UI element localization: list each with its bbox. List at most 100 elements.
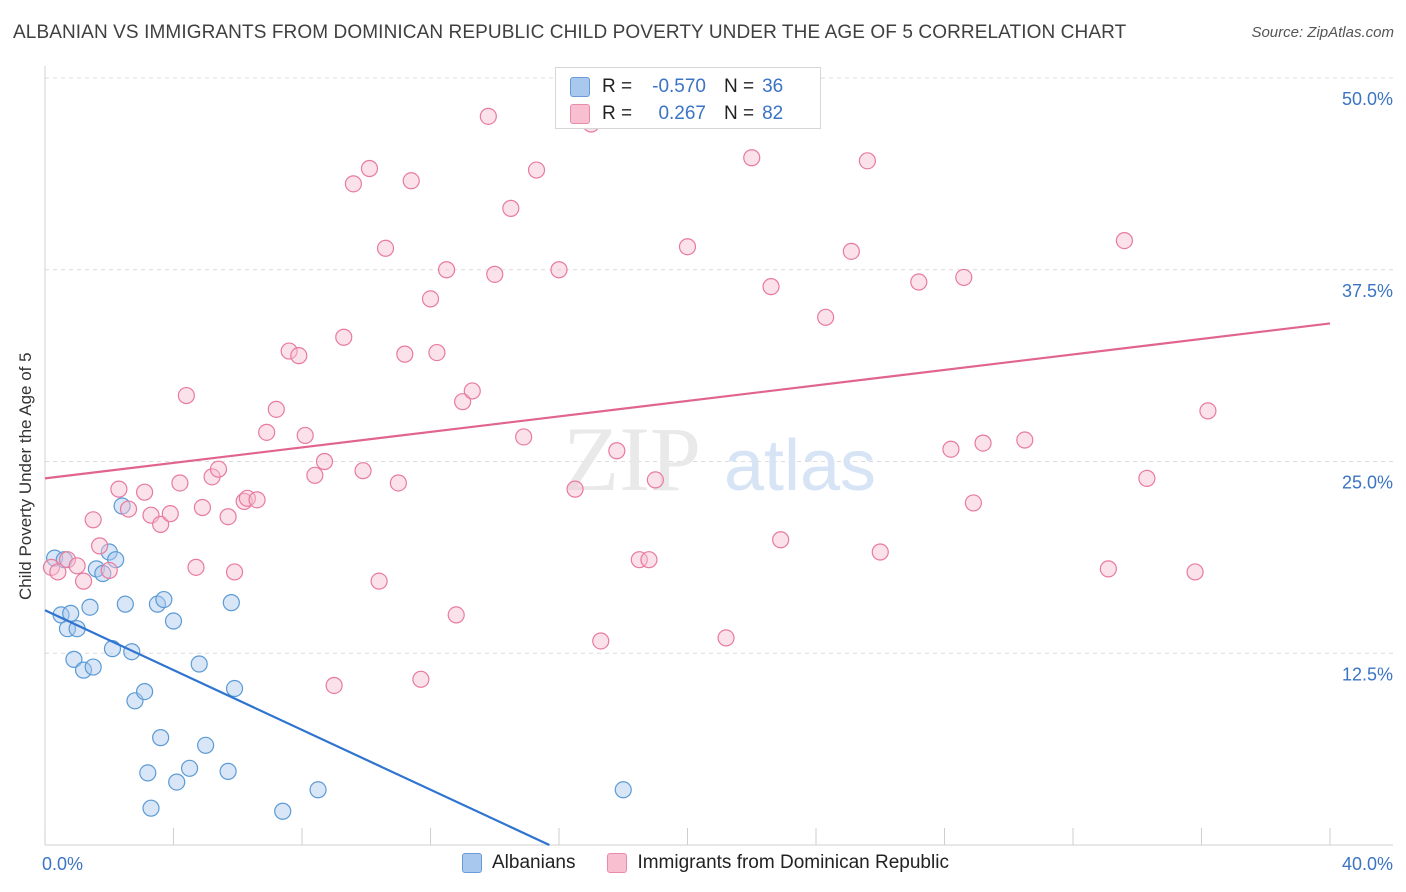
data-point — [219, 508, 237, 526]
data-point — [274, 802, 292, 820]
data-point — [1016, 431, 1034, 449]
data-point — [515, 428, 533, 446]
data-point — [309, 781, 327, 799]
tick-labels: 12.5% 25.0% 37.5% 50.0% 0.0% 40.0% — [42, 89, 1393, 874]
data-point — [1115, 232, 1134, 250]
data-point — [100, 561, 118, 580]
data-point — [592, 632, 610, 650]
trend-lines — [44, 322, 1331, 846]
data-point — [119, 500, 138, 518]
data-point — [842, 242, 860, 260]
trend-line-dominican — [44, 322, 1331, 480]
legend-item-dominican[interactable]: Immigrants from Dominican Republic — [607, 852, 949, 874]
data-point — [91, 537, 109, 555]
trend-line-albanians — [44, 609, 550, 846]
data-point — [717, 629, 735, 647]
data-point — [396, 345, 414, 363]
data-point — [225, 679, 244, 698]
data-point — [942, 440, 960, 458]
data-point — [743, 149, 761, 167]
data-point — [402, 172, 420, 190]
data-point — [325, 676, 343, 695]
data-point — [614, 781, 632, 799]
data-point — [370, 572, 388, 590]
data-point — [74, 661, 93, 679]
series-dominican — [42, 107, 1217, 695]
legend-n-label: N = — [724, 103, 755, 124]
data-point — [1099, 560, 1117, 578]
data-point — [360, 159, 379, 178]
legend-swatch-albanians — [462, 853, 482, 873]
data-point — [190, 655, 208, 673]
data-point — [68, 557, 86, 575]
y-tick-label: 50.0% — [1342, 89, 1393, 109]
data-point — [209, 460, 228, 478]
data-point — [280, 342, 298, 360]
data-point — [81, 598, 99, 616]
data-point — [142, 799, 160, 817]
source-credit: Source: ZipAtlas.com — [1251, 24, 1394, 41]
y-axis-label: Child Poverty Under the Age of 5 — [16, 352, 35, 600]
series-legend: Albanians Immigrants from Dominican Repu… — [462, 852, 981, 874]
data-point — [103, 640, 122, 658]
data-point — [817, 308, 835, 326]
data-point — [171, 474, 189, 492]
data-point — [1138, 469, 1156, 487]
data-point — [344, 175, 362, 193]
x-tick-label: 0.0% — [42, 854, 83, 874]
data-point — [84, 511, 102, 529]
data-point — [566, 480, 584, 498]
legend-n-value: 36 — [762, 76, 784, 97]
data-point — [290, 347, 308, 365]
watermark-atlas: atlas — [724, 426, 876, 506]
legend-row-dominican: R = 0.267 N = 82 — [570, 101, 783, 127]
data-point — [306, 466, 324, 484]
data-point — [65, 650, 83, 668]
x-tick-label: 40.0% — [1342, 854, 1393, 874]
data-point — [964, 494, 983, 512]
data-point — [267, 400, 285, 418]
data-point — [376, 239, 395, 257]
data-point — [222, 594, 240, 612]
data-point — [974, 434, 992, 452]
data-point — [135, 483, 154, 501]
legend-item-albanians[interactable]: Albanians — [462, 852, 575, 874]
data-point — [225, 563, 244, 581]
legend-swatch-dominican — [570, 104, 590, 124]
chart-title: ALBANIAN VS IMMIGRANTS FROM DOMINICAN RE… — [13, 22, 1127, 43]
data-point — [110, 480, 128, 498]
data-point — [152, 515, 170, 533]
data-point — [74, 572, 93, 590]
data-point — [871, 543, 889, 561]
data-point — [550, 261, 568, 279]
data-point — [630, 551, 648, 569]
data-point — [678, 238, 697, 256]
data-point — [335, 328, 353, 346]
legend-label-albanians: Albanians — [492, 852, 576, 873]
data-point — [910, 273, 928, 291]
legend-r-label: R = — [602, 76, 633, 97]
data-point — [187, 558, 205, 576]
legend-row-albanians: R = -0.570 N = 36 — [570, 74, 783, 100]
y-tick-label: 25.0% — [1342, 473, 1393, 493]
data-point — [155, 590, 173, 609]
data-point — [164, 612, 183, 630]
data-point — [858, 152, 877, 170]
data-point — [772, 531, 790, 549]
data-point — [177, 386, 195, 405]
legend-swatch-dominican — [607, 853, 628, 873]
legend-r-label: R = — [602, 103, 633, 124]
data-point — [437, 261, 456, 279]
data-points — [42, 107, 1217, 820]
legend-label-dominican: Immigrants from Dominican Republic — [637, 852, 949, 873]
data-point — [646, 471, 664, 489]
data-point — [315, 452, 334, 471]
data-point — [1199, 402, 1217, 420]
data-point — [454, 393, 472, 411]
legend-n-value: 82 — [762, 103, 784, 124]
data-point — [502, 199, 520, 217]
data-point — [463, 382, 481, 400]
data-point — [58, 551, 77, 569]
series-albanians — [46, 497, 632, 820]
